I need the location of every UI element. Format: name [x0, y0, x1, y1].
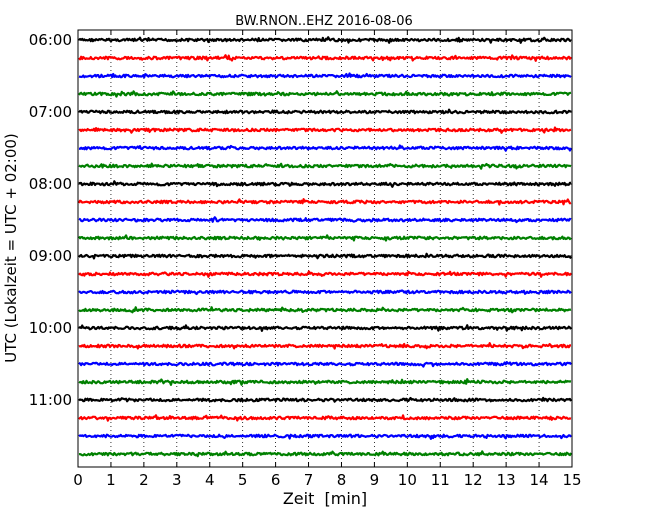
trace-line	[78, 306, 572, 314]
x-tick-label: 15	[562, 471, 581, 489]
x-tick-label: 10	[398, 471, 417, 489]
y-axis-label: UTC (Lokalzeit = UTC + 02:00)	[2, 133, 20, 363]
trace-line	[78, 36, 572, 44]
trace-line	[78, 162, 572, 170]
trace-line	[78, 234, 572, 242]
y-tick-label: 11:00	[29, 391, 72, 409]
trace-line	[78, 270, 572, 278]
trace-line	[78, 414, 572, 422]
x-tick-label: 14	[530, 471, 549, 489]
y-tick-label: 10:00	[29, 319, 72, 337]
x-tick-label: 8	[337, 471, 347, 489]
x-axis-label: Zeit [min]	[283, 489, 367, 508]
x-tick-label: 12	[464, 471, 483, 489]
trace-line	[78, 433, 572, 440]
grid-lines	[110, 30, 540, 467]
x-tick-label: 2	[139, 471, 149, 489]
seismic-traces	[77, 36, 573, 458]
trace-line	[78, 360, 572, 368]
trace-line	[78, 72, 572, 79]
y-tick-label: 09:00	[29, 247, 72, 265]
y-tick-label: 07:00	[29, 103, 72, 121]
trace-line	[78, 342, 572, 350]
trace-line	[78, 90, 572, 98]
x-tick-label: 7	[304, 471, 314, 489]
y-axis-ticks: 06:00 07:00 08:00 09:00 10:00 11:00	[29, 31, 572, 409]
trace-line	[78, 252, 572, 260]
x-tick-label: 3	[172, 471, 182, 489]
trace-line	[78, 396, 572, 403]
trace-line	[78, 180, 572, 188]
trace-line	[78, 450, 572, 458]
trace-line	[78, 378, 572, 386]
y-tick-label: 06:00	[29, 31, 72, 49]
trace-line	[78, 324, 572, 332]
chart-title: BW.RNON..EHZ 2016-08-06	[235, 14, 413, 29]
trace-line	[78, 216, 572, 224]
x-axis-ticks: 0 1 2 3 4 5 6 7 8 9 10 11 12 13 14 15	[73, 30, 582, 489]
trace-line	[78, 126, 572, 134]
x-tick-label: 1	[106, 471, 116, 489]
x-tick-label: 9	[370, 471, 380, 489]
plot-frame	[77, 29, 573, 468]
x-tick-label: 6	[271, 471, 281, 489]
trace-line	[78, 108, 572, 115]
trace-line	[78, 144, 573, 152]
x-tick-label: 0	[73, 471, 83, 489]
y-tick-label: 08:00	[29, 175, 72, 193]
x-tick-label: 11	[431, 471, 450, 489]
x-tick-label: 13	[497, 471, 516, 489]
x-tick-label: 4	[205, 471, 215, 489]
trace-line	[77, 198, 572, 206]
trace-line	[78, 289, 572, 296]
trace-line	[78, 54, 572, 62]
x-tick-label: 5	[238, 471, 248, 489]
